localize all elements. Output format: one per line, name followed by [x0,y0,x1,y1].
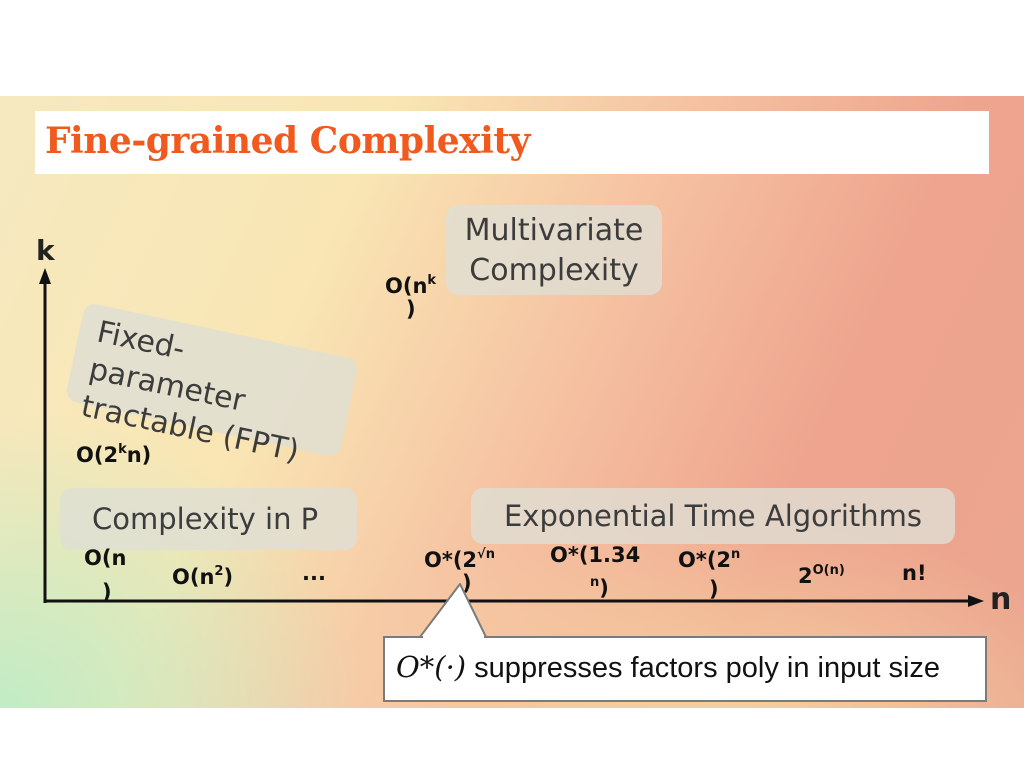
label-n-factorial: n! [902,561,927,585]
label-2-o-n: 2O(n) [798,563,845,588]
complexity-in-p-box: Complexity in P [60,488,357,550]
label-o-n: O(n [84,546,127,570]
multivariate-line2: Complexity [469,253,639,288]
multivariate-complexity-box: Multivariate Complexity [446,205,662,295]
label-o-1-34-n: O*(1.34 [550,543,641,567]
label-o-2-n: O*(2n [678,547,741,572]
slide-title: Fine-grained Complexity [45,120,530,162]
title-bar [35,111,989,174]
label-o-n-k: O(nk [385,273,437,298]
y-axis-arrow [39,268,51,284]
exponential-time-box: Exponential Time Algorithms [471,488,955,544]
note-math: O*(·) [396,650,467,684]
label-o-n-close: ) [102,580,112,604]
label-o-n-squared: O(n2) [172,564,234,589]
label-o-n-k-close: ) [406,297,416,321]
note-text: O*(·) suppresses factors poly in input s… [396,650,940,685]
label-o-2k-n: O(2kn) [76,442,152,467]
label-o-1-34-n-exp: n) [590,575,609,600]
label-o-2-sqrt-n-close: ) [462,571,472,595]
label-o-2-sqrt-n: O*(2√n [424,547,495,572]
x-axis-arrow [968,595,984,607]
label-o-2-n-close: ) [709,577,719,601]
note-body: suppresses factors poly in input size [466,652,941,684]
multivariate-line1: Multivariate [464,213,644,248]
label-ellipsis: ... [302,561,326,585]
note-callout-box [383,636,987,702]
x-axis-label: n [990,582,1012,617]
y-axis-label: k [36,234,55,267]
